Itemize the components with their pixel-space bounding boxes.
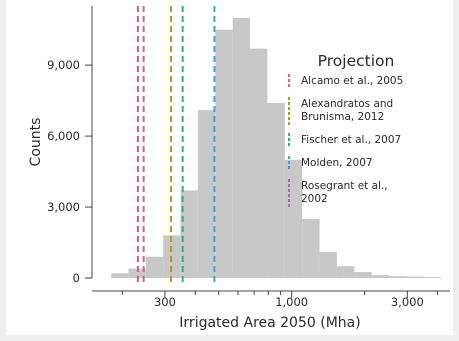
x-ticks: 300 1,000 3,000 xyxy=(121,291,439,309)
y-tick-label: 3,000 xyxy=(47,200,80,214)
histogram-bar xyxy=(336,266,355,278)
legend-label: Alexandratos and Brunisma, 2012 xyxy=(301,98,393,123)
legend-label: Alcamo et al., 2005 xyxy=(301,75,403,87)
x-axis-label: Irrigated Area 2050 (Mha) xyxy=(179,315,360,331)
histogram-bar xyxy=(232,17,251,279)
x-tick-label: 1,000 xyxy=(275,295,308,309)
histogram-bar xyxy=(284,159,303,278)
histogram-bar xyxy=(128,268,146,278)
y-tick-label: 0 xyxy=(73,271,80,285)
legend-label: Rosegrant et al., 2002 xyxy=(301,180,388,205)
legend-items: Alcamo et al., 2005 Alexandratos and Bruni… xyxy=(288,74,403,207)
x-tick-label: 3,000 xyxy=(391,295,424,309)
axes: 300 1,000 3,000 0 3,000 6,000 9,000 xyxy=(47,6,450,309)
histogram-bar xyxy=(406,276,424,278)
y-axis-label: Counts xyxy=(28,118,44,167)
histogram-bar xyxy=(371,275,390,278)
y-tick-label: 6,000 xyxy=(47,129,80,143)
histogram-bar xyxy=(389,276,407,278)
histogram-bar xyxy=(111,273,129,278)
histogram-bar xyxy=(215,29,233,278)
legend-label: Molden, 2007 xyxy=(301,157,373,169)
histogram-bar xyxy=(319,251,337,278)
histogram-bar xyxy=(180,190,198,278)
histogram-bar xyxy=(302,218,320,278)
histogram-bar xyxy=(145,256,164,278)
y-tick-label: 9,000 xyxy=(47,58,80,72)
legend-label: Fischer et al., 2007 xyxy=(301,134,401,146)
histogram-bar xyxy=(197,110,216,278)
y-ticks: 0 3,000 6,000 9,000 xyxy=(47,58,92,285)
histogram-bar xyxy=(267,102,285,279)
reference-lines xyxy=(136,6,216,286)
histogram-bar xyxy=(250,48,268,278)
histogram-bar xyxy=(423,277,442,278)
histogram-bar xyxy=(354,272,372,278)
legend: Projection Alcamo et al., 2005 Alexandrat… xyxy=(288,52,403,207)
x-tick-label: 300 xyxy=(154,295,176,309)
legend-title: Projection xyxy=(318,52,395,70)
